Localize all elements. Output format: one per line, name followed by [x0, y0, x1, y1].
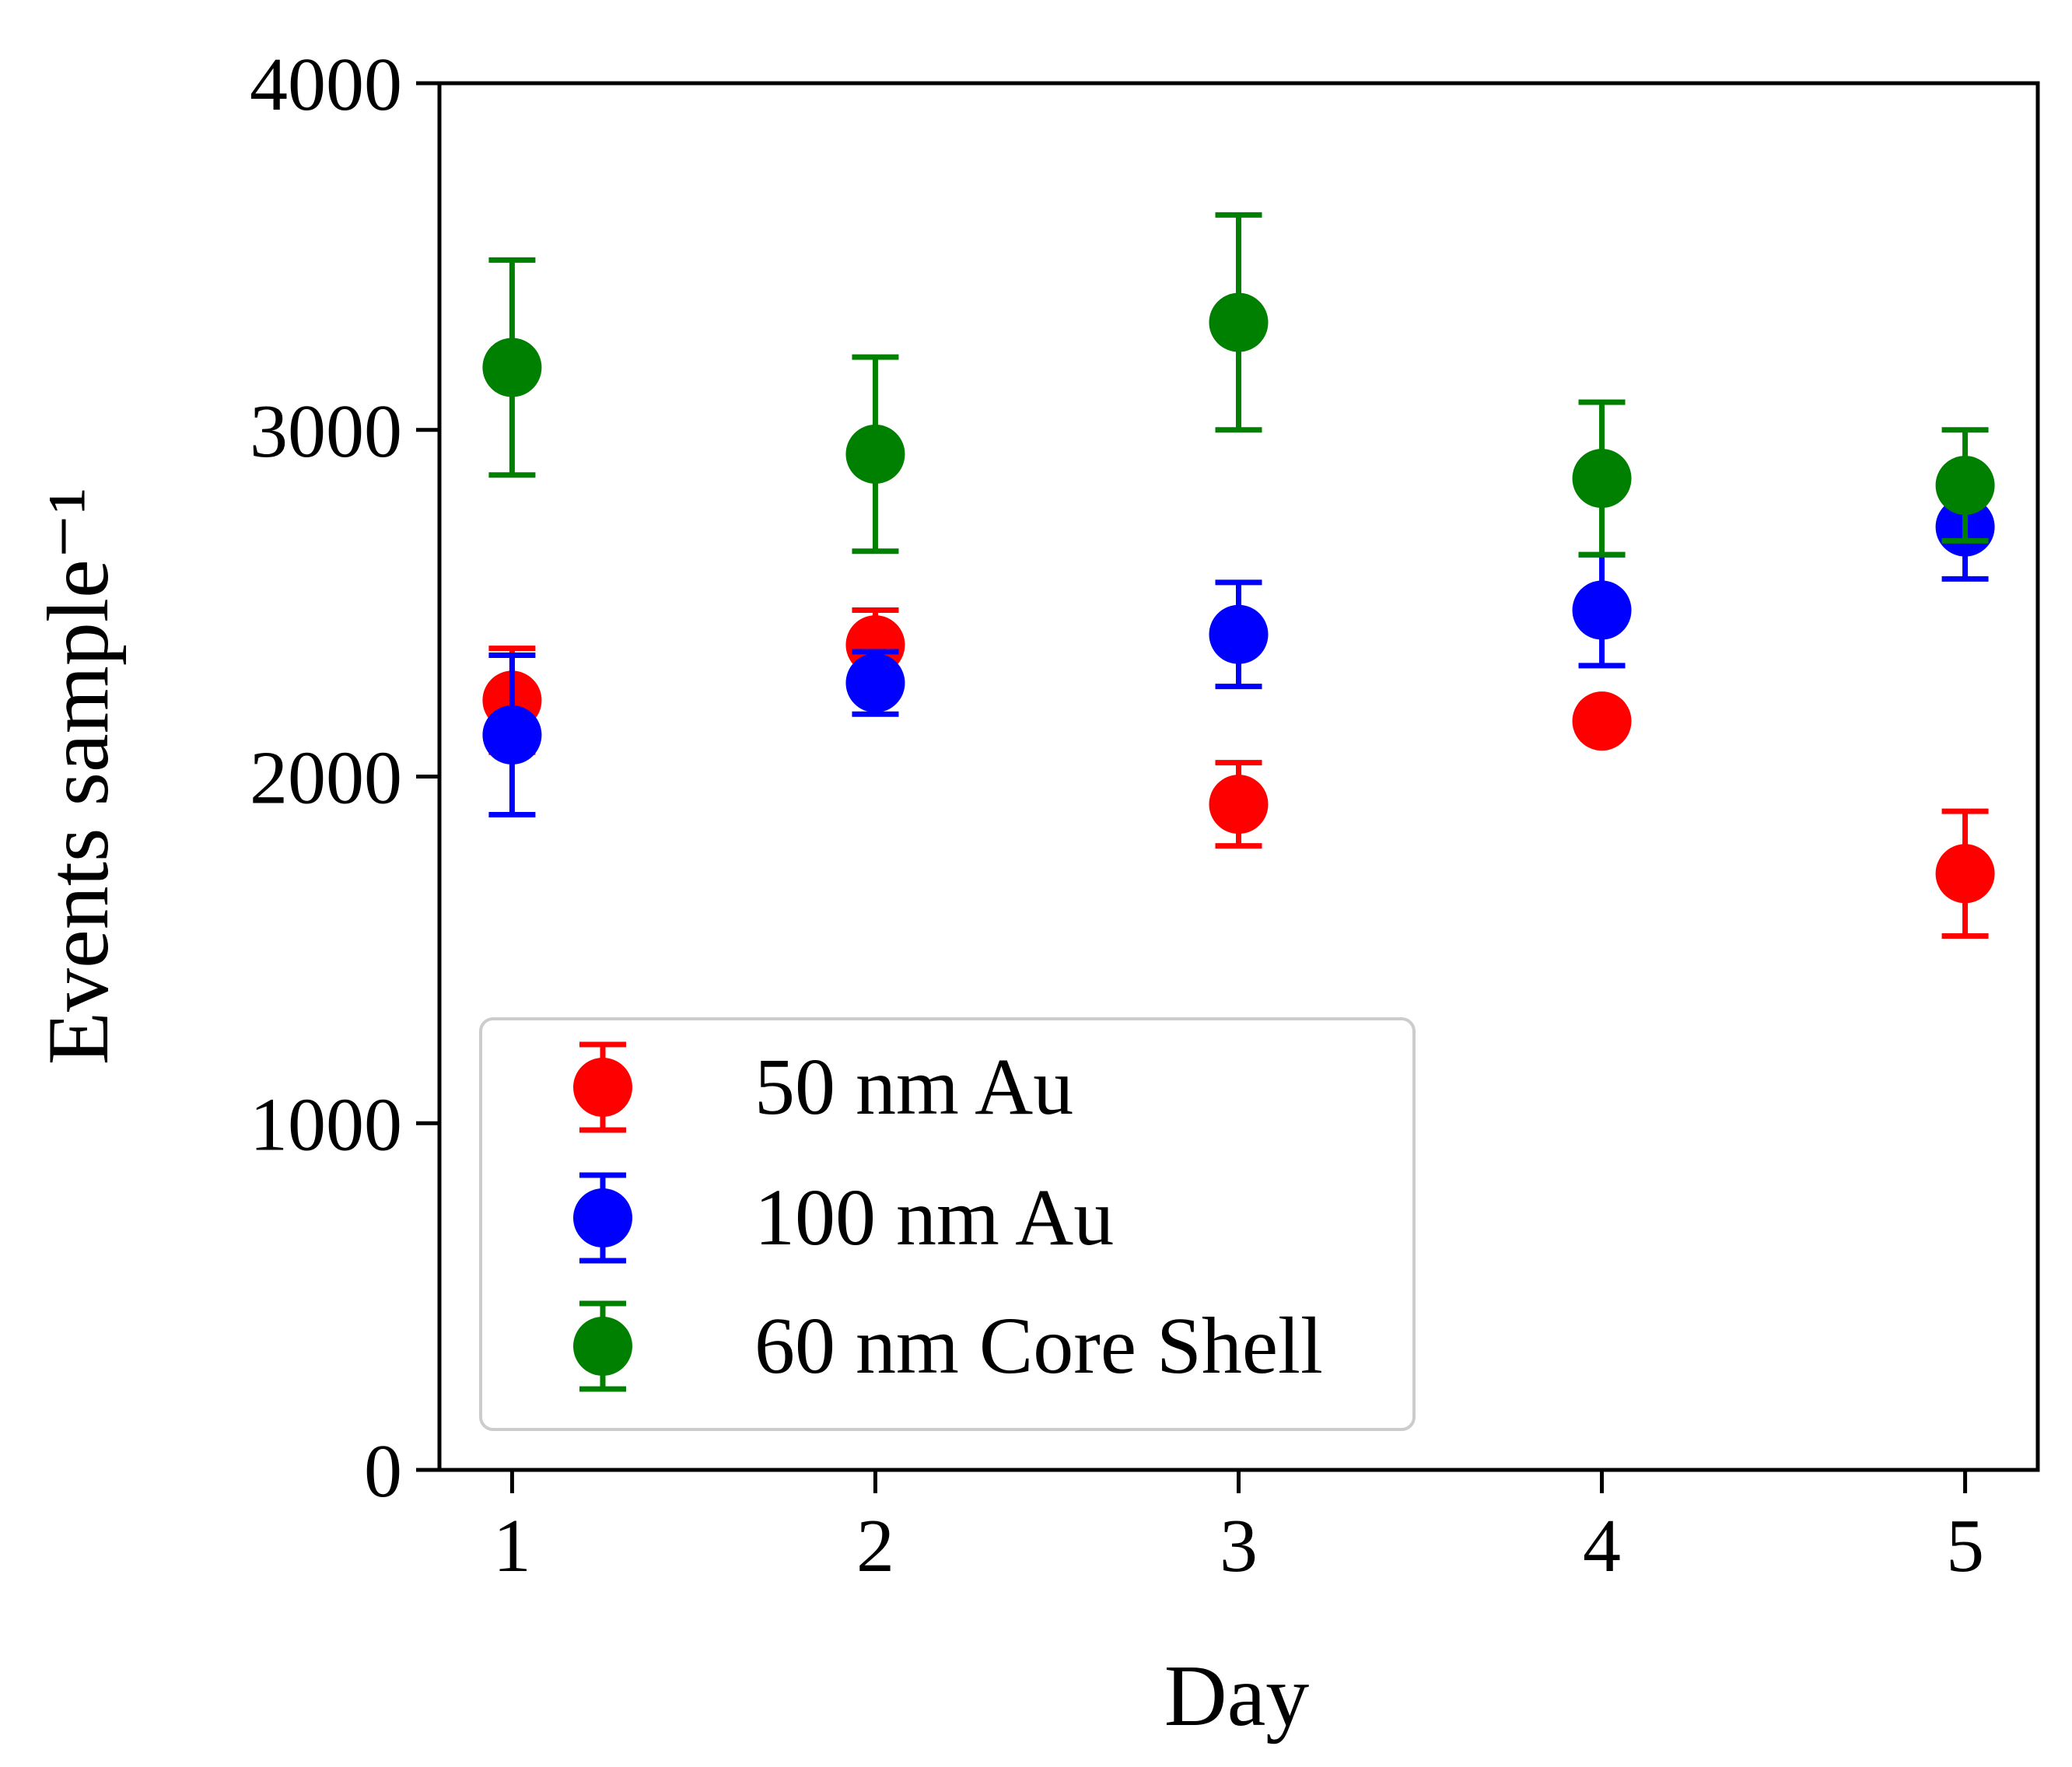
y-tick-label: 4000 [250, 43, 402, 127]
x-tick-label: 3 [1220, 1504, 1258, 1588]
legend: 50 nm Au 100 nm Au 60 nm Core Shell [479, 1017, 1416, 1431]
y-tick-label: 1000 [250, 1083, 402, 1167]
series-1 [482, 472, 1995, 818]
series-2 [482, 212, 1995, 558]
y-tick-label: 3000 [250, 390, 402, 474]
legend-frame [479, 1017, 1416, 1431]
y-tick-label: 0 [364, 1429, 402, 1513]
x-tick-label: 4 [1583, 1504, 1621, 1588]
data-point [1572, 580, 1632, 640]
data-point [1209, 292, 1269, 352]
x-tick-label: 1 [493, 1504, 531, 1588]
data-point [1572, 691, 1632, 751]
data-point [1572, 449, 1632, 509]
data-point [845, 424, 905, 484]
data-point [482, 705, 542, 765]
legend-marker [573, 1058, 632, 1117]
x-axis-label: Day [1164, 1648, 1310, 1744]
data-point [1935, 456, 1995, 516]
plot-area-frame [437, 81, 2040, 1472]
y-tick-label: 2000 [250, 737, 402, 821]
legend-label-100nm-au: 100 nm Au [754, 1173, 1114, 1262]
data-point [482, 338, 542, 397]
y-axis-label: Events sample⁻¹ [30, 488, 127, 1065]
legend-label-50nm-au: 50 nm Au [754, 1042, 1073, 1132]
data-point [845, 653, 905, 713]
data-point [1209, 775, 1269, 835]
data-series [482, 212, 1995, 939]
legend-label-60nm-core-shell: 60 nm Core Shell [754, 1301, 1323, 1391]
data-point [1209, 604, 1269, 664]
legend-marker [573, 1188, 632, 1247]
axis-ticks: 0 1000 2000 3000 4000 1 2 3 4 5 [250, 43, 1984, 1588]
legend-marker [573, 1317, 632, 1376]
x-tick-label: 2 [856, 1504, 894, 1588]
x-tick-label: 5 [1946, 1504, 1984, 1588]
data-point [1935, 844, 1995, 904]
